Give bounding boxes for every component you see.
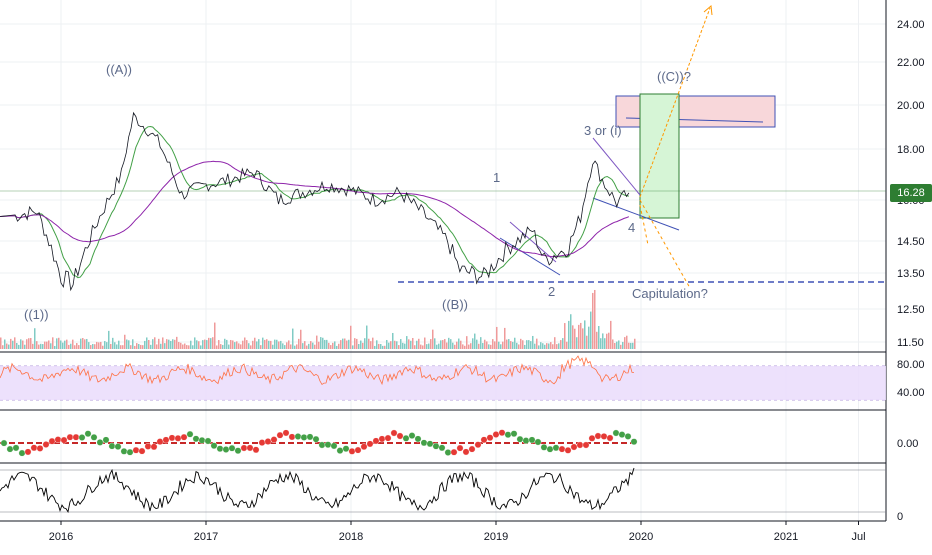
price-axis[interactable]: 24.0022.0020.0018.0016.0014.5013.5012.50… — [49, 19, 925, 543]
projection-up-arrow — [703, 5, 713, 16]
time-tick-label: 2021 — [774, 531, 798, 543]
price-tick-label: 12.50 — [897, 304, 925, 316]
wedge-line-top — [592, 137, 641, 196]
stochastic-line — [0, 467, 635, 513]
wave-label-1-big: ((1)) — [24, 307, 49, 322]
wave-label-c: ((C))? — [657, 69, 691, 84]
moving-average-slow — [0, 160, 630, 258]
price-tick-label: 20.00 — [897, 100, 925, 112]
last-price-badge: 16.28 — [890, 184, 932, 202]
wave-label-4: 4 — [628, 220, 635, 235]
price-tick-label: 13.50 — [897, 268, 925, 280]
green-target-box[interactable] — [639, 93, 680, 219]
wave-oscillator — [0, 429, 638, 457]
channel-line-a — [509, 221, 557, 263]
moving-average-fast — [0, 125, 629, 279]
price-series[interactable] — [0, 111, 630, 292]
channel-line-b — [499, 237, 561, 276]
wave-label-b: ((B)) — [442, 297, 468, 312]
wave-label-a: ((A)) — [106, 62, 132, 77]
stoch-tick-label: 0 — [897, 511, 903, 523]
price-tick-label: 24.00 — [897, 19, 925, 31]
capitulation-label: Capitulation? — [632, 286, 708, 301]
rsi-tick-label: 80.00 — [897, 359, 925, 371]
price-tick-label: 22.00 — [897, 57, 925, 69]
time-tick-label: 2018 — [339, 531, 363, 543]
projection-down-line[interactable] — [639, 199, 691, 289]
time-tick-label: Jul — [851, 531, 865, 543]
volume-bars — [0, 289, 636, 349]
time-tick-label: 2017 — [194, 531, 218, 543]
wave-label-3: 3 or (i) — [584, 123, 622, 138]
wedge-line-bottom — [592, 197, 680, 231]
rsi-tick-label: 40.00 — [897, 387, 925, 399]
wave-label-1: 1 — [493, 170, 500, 185]
rsi-line — [0, 355, 635, 386]
price-tick-label: 14.50 — [897, 236, 925, 248]
time-tick-label: 2016 — [49, 531, 73, 543]
osc-tick-label: 0.00 — [897, 438, 918, 450]
wave-label-2: 2 — [548, 284, 555, 299]
price-tick-label: 11.50 — [897, 337, 924, 349]
projection-up-line[interactable] — [639, 7, 711, 198]
time-tick-label: 2019 — [484, 531, 508, 543]
price-tick-label: 18.00 — [897, 144, 925, 156]
time-tick-label: 2020 — [629, 531, 653, 543]
projection-short-line — [639, 204, 649, 246]
rsi-band — [0, 366, 886, 400]
